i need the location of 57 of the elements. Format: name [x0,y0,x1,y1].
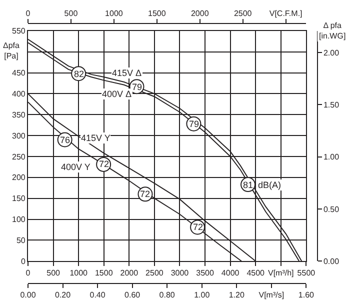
annotation: 82 [74,69,84,79]
x-tick-label: 1000 [70,268,88,278]
annotation: 72 [99,159,110,169]
x-tick-label: V[m³/h] [268,268,294,278]
x-tick-label: 4500 [246,268,266,278]
x2-tick-label: 2500 [234,8,252,18]
y-tick-label: 250 [12,152,26,162]
text: 0.80 [159,290,176,300]
y-tick-label: 550 [12,26,26,36]
y2-axis-title: Δ pfa [in.WG] [319,21,346,40]
y-tick-label: 100 [12,215,26,224]
annotation: 72 [193,222,204,232]
x2-tick-label: V[C.F.M.] [269,8,302,18]
text: 1.20 [228,290,245,300]
annotation: 76 [60,135,70,145]
text: 0.20 [54,290,72,300]
y2-tick-label: 0.50 [323,204,340,214]
x-tick-label: 2000 [120,268,139,278]
text: 0.00 [20,290,36,300]
x-tick-label: 3500 [196,268,214,278]
annotation: 79 [189,119,200,129]
x2-tick-label: 1000 [105,8,124,18]
y-tick-label: 0 [20,256,26,266]
annotation: 81 [243,180,254,190]
text: V[m³/s] [258,290,284,300]
text: 0.40 [90,290,106,300]
y-tick-label: 150 [12,194,26,204]
x-tick-label: 2500 [146,268,164,278]
x-tick-label: 1500 [94,268,114,278]
x-tick-label: 3000 [170,268,190,278]
x2-tick-label: 2000 [190,8,210,18]
annotation: 72 [140,189,150,199]
x-tick-label: 5500 [297,268,316,278]
x2-tick-label: 500 [64,8,78,18]
annotation: 400V Δ [102,89,132,99]
annotation: 79 [132,82,142,92]
y-tick-label: 200 [12,173,26,182]
y-tick-label: 450 [12,68,26,78]
y2-tick-label: 2.00 [323,48,340,58]
x-tick-label: 4000 [221,268,240,278]
y2-tick-label: 1.00 [323,152,340,162]
y-tick-label: 300 [12,131,26,140]
annotation: 415V Y [81,133,110,143]
annotation: 400V Y [61,162,90,172]
text: 1.00 [194,290,210,300]
x-tick-label: 500 [46,268,61,278]
annotation: 415V Δ [112,68,142,78]
y-axis-title: Δpfa [Pa] [3,41,20,60]
annotation: dB(A) [258,180,282,190]
x2-tick-label: 1500 [148,8,166,18]
text: 1.60 [298,290,315,300]
y-tick-label: 350 [12,110,26,120]
y2-tick-label: 0.00 [323,256,340,266]
y-tick-label: 50 [16,236,26,245]
y2-tick-label: 1.50 [323,100,340,110]
text: 0.60 [124,290,141,300]
y-tick-label: 400 [12,90,26,99]
